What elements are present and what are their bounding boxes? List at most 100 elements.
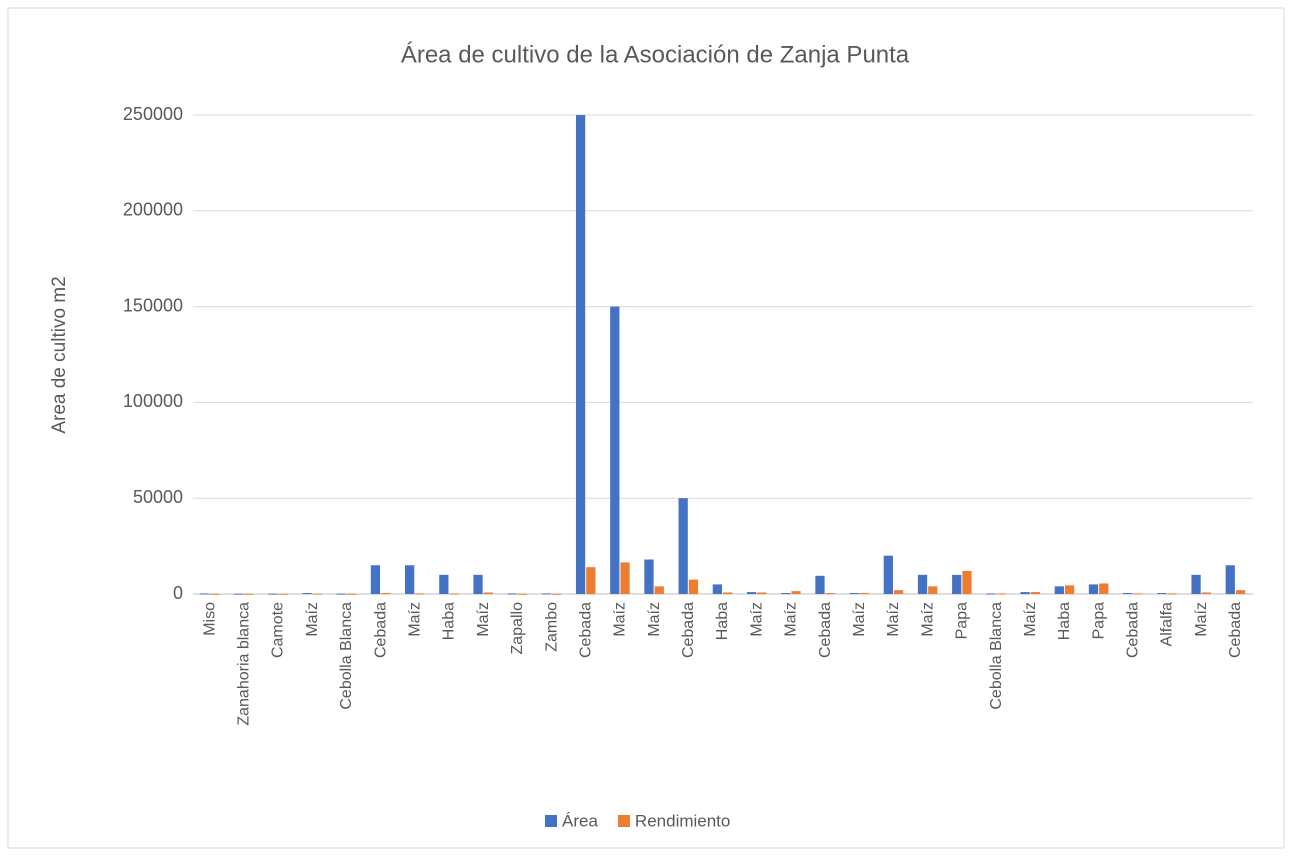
x-tick-label: Maíz [851, 602, 868, 637]
bar [210, 593, 220, 595]
x-tick-label: Maíz [406, 602, 423, 637]
bar [1064, 585, 1075, 594]
x-tick-label: Cebada [1227, 602, 1244, 658]
x-tick-label: Maíz [1193, 602, 1210, 637]
bar [381, 593, 391, 595]
bar [893, 590, 904, 594]
bar [723, 592, 733, 594]
x-tick-label: Papa [954, 602, 971, 639]
x-tick-label: Cebada [1125, 602, 1142, 658]
y-tick-label: 250000 [123, 104, 183, 124]
y-axis-label: Area de cultivo m2 [49, 276, 70, 433]
bar [986, 593, 996, 595]
x-tick-label: Cebada [817, 602, 834, 658]
bar [1030, 592, 1040, 594]
bar [302, 593, 312, 595]
bar [312, 593, 322, 595]
bar [644, 559, 654, 594]
x-tick-label: Cebolla Blanca [338, 602, 355, 710]
bar [917, 574, 928, 594]
bar [336, 593, 346, 595]
x-tick-label: Cebada [372, 602, 389, 658]
bar [757, 592, 767, 594]
bar [1201, 592, 1211, 594]
bar [586, 567, 596, 594]
bar [244, 593, 254, 595]
x-tick-label: Papa [1090, 602, 1107, 639]
bar [815, 575, 825, 594]
bar [1099, 583, 1109, 594]
bar [449, 593, 459, 595]
bar [1167, 593, 1177, 595]
bar [199, 593, 210, 595]
bar [746, 592, 757, 594]
x-tick-label: Maíz [1022, 602, 1039, 637]
x-tick-label: Maíz [304, 602, 321, 637]
bar [859, 593, 870, 595]
x-tick-label: Zapallo [509, 602, 526, 655]
x-tick-label: Zanahoria blanca [236, 602, 253, 726]
bar [620, 562, 630, 594]
x-tick-label: Cebolla Blanca [988, 602, 1005, 710]
y-tick-label: 100000 [123, 391, 183, 411]
bar [825, 593, 835, 595]
x-tick-label: Haba [1056, 602, 1073, 640]
legend-label: Rendimiento [635, 811, 730, 830]
x-tick-label: Miso [201, 602, 218, 636]
bar [928, 586, 938, 594]
bar [952, 574, 962, 594]
bar [962, 571, 972, 594]
legend-swatch [545, 815, 557, 827]
x-tick-label: Maíz [885, 602, 902, 637]
x-tick-label: Maíz [475, 602, 492, 637]
chart-border [7, 7, 1285, 849]
y-tick-label: 150000 [123, 295, 183, 315]
x-tick-label: Haba [714, 602, 731, 640]
bar [1235, 590, 1246, 594]
bar [1191, 574, 1201, 594]
bar [1054, 586, 1064, 594]
bar [405, 565, 415, 594]
bar [552, 593, 562, 595]
x-tick-label: Zambo [543, 602, 560, 652]
x-tick-label: Haba [441, 602, 458, 640]
x-tick-label: Maíz [612, 602, 629, 637]
legend-label: Área [562, 811, 598, 830]
bar [268, 593, 278, 595]
bar [439, 574, 449, 594]
bar [1157, 593, 1167, 595]
x-tick-label: Maíz [783, 602, 800, 637]
bar [517, 593, 528, 595]
bar [996, 593, 1006, 595]
x-tick-label: Camote [270, 602, 287, 658]
bar [1225, 565, 1235, 594]
bar [1123, 593, 1133, 595]
bar [415, 593, 425, 595]
bar [473, 574, 483, 594]
bar [1133, 593, 1143, 595]
x-tick-label: Alfalfa [1159, 602, 1176, 647]
bar [654, 586, 664, 594]
bar [883, 555, 893, 594]
bar [575, 115, 586, 594]
bar [483, 592, 493, 594]
bar [610, 306, 620, 594]
bar [1088, 584, 1099, 594]
bar [781, 593, 791, 595]
x-tick-label: Cebada [577, 602, 594, 658]
y-tick-label: 0 [173, 583, 183, 603]
bar [688, 579, 699, 594]
bar [712, 584, 722, 594]
x-tick-label: Maíz [646, 602, 663, 637]
bar [278, 593, 288, 595]
y-tick-label: 200000 [123, 200, 183, 220]
bar [370, 565, 381, 594]
x-tick-label: Cebada [680, 602, 697, 658]
y-tick-label: 50000 [133, 487, 183, 507]
bar [791, 591, 801, 594]
bar [678, 498, 688, 594]
bar [1020, 592, 1030, 594]
legend-swatch [617, 815, 630, 827]
bar [849, 593, 859, 595]
